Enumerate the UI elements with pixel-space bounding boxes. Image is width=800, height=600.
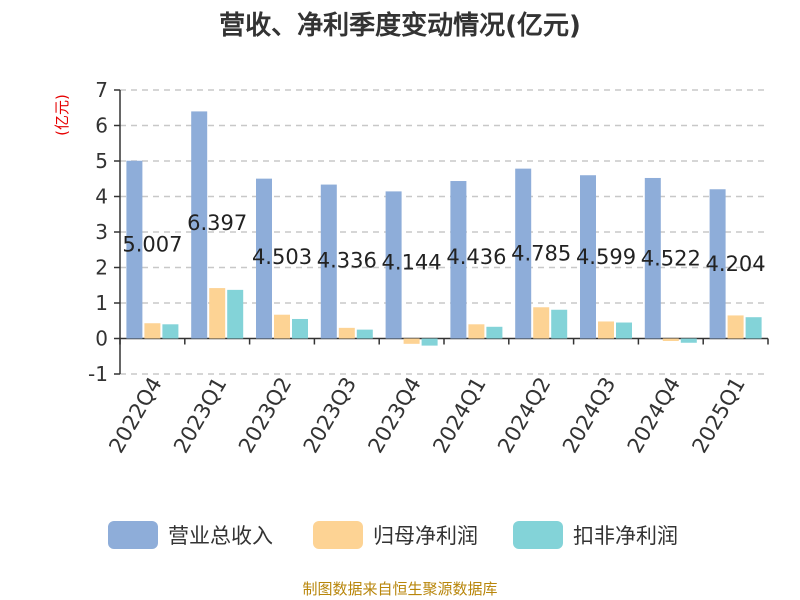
bar bbox=[162, 324, 179, 339]
bar bbox=[421, 338, 438, 346]
legend-label: 营业总收入 bbox=[168, 524, 273, 548]
bar bbox=[191, 111, 208, 339]
chart-title: 营收、净利季度变动情况(亿元) bbox=[219, 10, 581, 41]
bar bbox=[533, 307, 550, 339]
bar bbox=[403, 338, 420, 344]
data-label: 4.204 bbox=[706, 252, 766, 276]
y-axis-unit-label: (亿元) bbox=[53, 94, 71, 136]
bars bbox=[126, 111, 762, 346]
data-label: 4.503 bbox=[252, 245, 312, 269]
data-label: 5.007 bbox=[122, 233, 182, 257]
legend-swatch bbox=[513, 521, 563, 549]
bar bbox=[356, 329, 373, 339]
bar bbox=[580, 175, 596, 339]
x-tick-label: 2023Q1 bbox=[169, 373, 231, 457]
data-label: 6.397 bbox=[187, 211, 247, 235]
bar bbox=[727, 315, 744, 339]
bar bbox=[144, 323, 161, 339]
bar bbox=[338, 327, 355, 339]
bar bbox=[616, 322, 632, 339]
y-tick-label: 4 bbox=[95, 185, 108, 209]
data-label: 4.436 bbox=[446, 245, 506, 269]
y-tick-label: 0 bbox=[95, 327, 108, 351]
bar bbox=[274, 314, 290, 339]
data-label: 4.599 bbox=[576, 245, 636, 269]
x-tick-label: 2023Q2 bbox=[234, 373, 296, 457]
data-label: 4.522 bbox=[641, 247, 701, 271]
x-tick-label: 2024Q2 bbox=[493, 373, 555, 457]
bar bbox=[680, 338, 697, 343]
bar bbox=[227, 289, 244, 339]
bar bbox=[745, 317, 762, 339]
bar bbox=[486, 326, 503, 339]
x-tick-label: 2024Q3 bbox=[558, 373, 620, 457]
y-tick-label: 1 bbox=[95, 291, 108, 315]
bar bbox=[709, 189, 726, 339]
bar bbox=[644, 177, 661, 339]
legend-swatch bbox=[108, 521, 158, 549]
x-tick-label: 2024Q1 bbox=[428, 373, 490, 457]
data-label: 4.144 bbox=[382, 250, 442, 274]
data-label: 4.785 bbox=[511, 241, 571, 265]
bar bbox=[256, 178, 272, 339]
bar bbox=[126, 160, 143, 339]
bar bbox=[450, 181, 467, 339]
legend-swatch bbox=[313, 521, 363, 549]
bar bbox=[515, 168, 532, 339]
bar bbox=[320, 184, 337, 339]
y-tick-label: 6 bbox=[95, 114, 108, 138]
y-tick-label: -1 bbox=[88, 362, 108, 386]
x-tick-label: 2025Q1 bbox=[687, 373, 749, 457]
x-tick-label: 2022Q4 bbox=[104, 373, 166, 457]
bar bbox=[292, 318, 308, 339]
bar bbox=[551, 309, 568, 339]
bar bbox=[662, 338, 679, 341]
data-label: 4.336 bbox=[317, 249, 377, 273]
x-tick-label: 2023Q3 bbox=[299, 373, 361, 457]
bar bbox=[468, 324, 485, 339]
legend: 营业总收入 归母净利润 扣非净利润 bbox=[108, 521, 678, 549]
x-tick-label: 2023Q4 bbox=[363, 373, 425, 457]
legend-label: 扣非净利润 bbox=[573, 524, 678, 548]
source-note: 制图数据来自恒生聚源数据库 bbox=[302, 580, 497, 598]
legend-label: 归母净利润 bbox=[373, 524, 478, 548]
y-tick-label: 3 bbox=[95, 220, 108, 244]
y-tick-label: 5 bbox=[95, 149, 108, 173]
x-tick-label: 2024Q4 bbox=[623, 373, 685, 457]
bar bbox=[209, 288, 226, 339]
y-tick-label: 7 bbox=[95, 78, 108, 102]
y-tick-label: 2 bbox=[95, 256, 108, 280]
bar bbox=[385, 191, 402, 339]
bar bbox=[598, 321, 614, 339]
